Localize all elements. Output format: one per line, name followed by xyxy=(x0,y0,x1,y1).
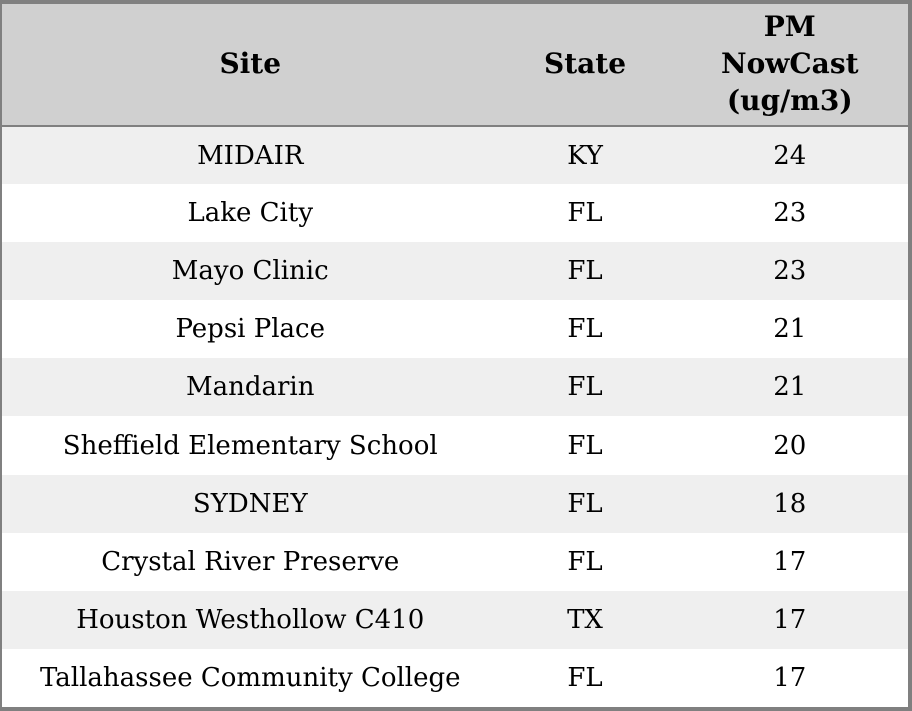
cell-pm-nowcast: 17 xyxy=(773,662,807,693)
cell-state: TX xyxy=(567,604,603,635)
cell-pm-nowcast: 23 xyxy=(773,198,807,229)
header-label-pm-nowcast: PM NowCast (ug/m3) xyxy=(721,10,859,117)
cell-state: FL xyxy=(567,198,603,229)
cell-pm-nowcast: 23 xyxy=(773,256,807,287)
table-body: MIDAIR KY 24 Lake City FL 23 Mayo Clinic… xyxy=(2,126,908,707)
cell-site: Lake City xyxy=(187,198,314,229)
table-row: Houston Westhollow C410 TX 17 xyxy=(2,590,908,649)
cell-site: Crystal River Preserve xyxy=(101,546,400,577)
cell-state: FL xyxy=(567,546,603,577)
table-row: SYDNEY FL 18 xyxy=(2,474,908,533)
cell-state: FL xyxy=(567,372,603,403)
table-row: MIDAIR KY 24 xyxy=(2,126,908,185)
cell-pm-nowcast: 20 xyxy=(773,430,807,461)
table-row: Pepsi Place FL 21 xyxy=(2,300,908,359)
cell-state: FL xyxy=(567,256,603,287)
header-cell-site: Site xyxy=(2,4,499,127)
table-row: Mayo Clinic FL 23 xyxy=(2,242,908,301)
table-row: Mandarin FL 21 xyxy=(2,358,908,417)
table-row: Tallahassee Community College FL 17 xyxy=(2,648,908,707)
cell-site: SYDNEY xyxy=(192,488,308,519)
cell-state: FL xyxy=(567,430,603,461)
table-row: Crystal River Preserve FL 17 xyxy=(2,532,908,591)
cell-site: Mayo Clinic xyxy=(171,256,329,287)
cell-site: Sheffield Elementary School xyxy=(62,430,438,461)
table-row: Sheffield Elementary School FL 20 xyxy=(2,416,908,475)
header-row: Site State PM NowCast (ug/m3) xyxy=(2,4,908,127)
cell-pm-nowcast: 18 xyxy=(773,488,807,519)
cell-site: Mandarin xyxy=(185,372,315,403)
cell-pm-nowcast: 17 xyxy=(773,546,807,577)
table-row: Lake City FL 23 xyxy=(2,184,908,243)
cell-state: FL xyxy=(567,488,603,519)
cell-state: KY xyxy=(567,140,603,171)
cell-pm-nowcast: 17 xyxy=(773,604,807,635)
cell-site: Pepsi Place xyxy=(175,314,326,345)
pm-nowcast-table: Site State PM NowCast (ug/m3) MIDAIR KY … xyxy=(2,4,908,707)
cell-site: Tallahassee Community College xyxy=(39,662,461,693)
cell-site: Houston Westhollow C410 xyxy=(76,604,425,635)
table-header: Site State PM NowCast (ug/m3) xyxy=(2,4,908,127)
header-cell-state: State xyxy=(498,4,672,127)
cell-state: FL xyxy=(567,662,603,693)
cell-state: FL xyxy=(567,314,603,345)
header-label-site: Site xyxy=(219,47,282,81)
cell-pm-nowcast: 21 xyxy=(773,372,807,403)
header-cell-pm-nowcast: PM NowCast (ug/m3) xyxy=(671,4,908,127)
cell-site: MIDAIR xyxy=(197,140,304,171)
cell-pm-nowcast: 24 xyxy=(773,140,807,171)
header-label-state: State xyxy=(543,47,627,81)
cell-pm-nowcast: 21 xyxy=(773,314,807,345)
